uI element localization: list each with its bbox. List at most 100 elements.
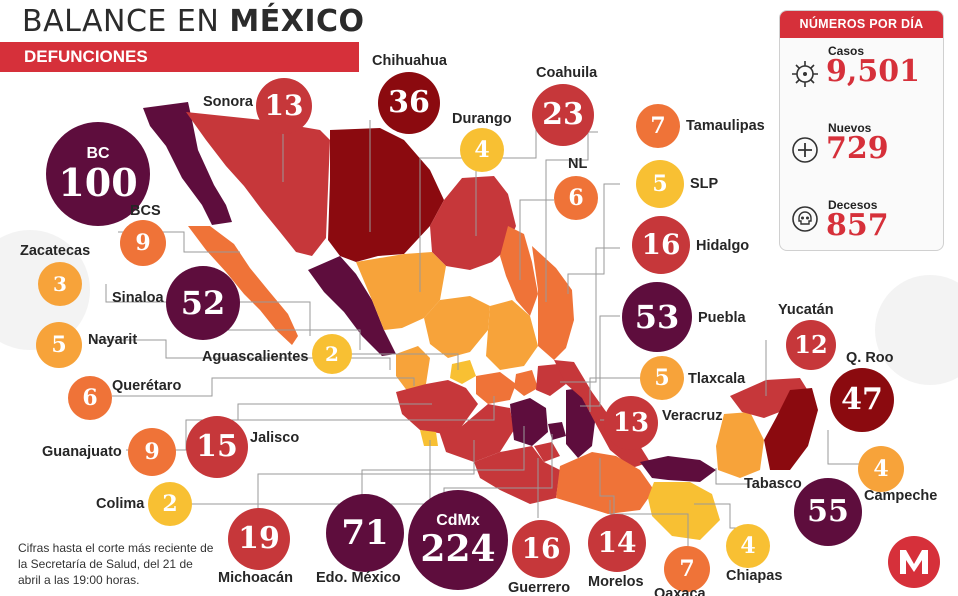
plus-circle-icon — [792, 137, 818, 163]
state-chihuahua — [328, 128, 444, 262]
state-zacatecas — [424, 296, 490, 358]
label-guerrero: Guerrero — [508, 580, 571, 596]
bubble-value: 52 — [180, 284, 226, 322]
label-coahuila: Coahuila — [536, 65, 598, 81]
bubble-value: 6 — [568, 185, 584, 211]
label-slp: SLP — [690, 176, 719, 192]
state-tabasco — [640, 456, 716, 482]
state-michoacan — [438, 404, 514, 462]
label-campeche: Campeche — [864, 488, 938, 504]
label-jalisco: Jalisco — [250, 430, 300, 446]
stat-label-casos: Casos — [828, 44, 865, 58]
stat-label-nuevos: Nuevos — [828, 121, 872, 135]
state-sonora — [186, 112, 330, 256]
state-slp — [486, 300, 538, 370]
state-cdmx — [548, 422, 566, 440]
label-bcs: BCS — [130, 203, 161, 219]
page-title: BALANCE EN MÉXICO — [22, 4, 365, 39]
bubble-nl: 6 — [554, 176, 598, 220]
bubble-tlaxcala: 5 — [640, 356, 684, 400]
subtitle-bar: DEFUNCIONES — [0, 42, 359, 72]
bubble-yucatan: 12 — [786, 320, 836, 370]
bubble-value: 4 — [740, 533, 756, 559]
milenio-logo — [888, 536, 940, 588]
bubble-chihuahua: 36 — [378, 72, 440, 134]
bubble-tamaulipas: 7 — [636, 104, 680, 148]
bubble-colima: 2 — [148, 482, 192, 526]
bubble-value: 15 — [196, 429, 238, 464]
bubble-qroo: 47 — [830, 368, 894, 432]
state-nl — [500, 226, 538, 316]
state-bc — [143, 102, 232, 225]
state-aguascalientes — [450, 360, 476, 384]
label-oaxaca: Oaxaca — [654, 586, 706, 596]
bubble-aguascalientes: 2 — [312, 334, 352, 374]
state-qroo — [764, 388, 818, 470]
bubble-puebla: 53 — [622, 282, 692, 352]
bubble-value: 9 — [135, 230, 151, 256]
label-chihuahua: Chihuahua — [372, 53, 447, 69]
stat-label-decesos: Decesos — [828, 198, 878, 212]
stat-value-decesos: 857 — [826, 208, 889, 243]
state-bcs — [188, 226, 298, 345]
bubble-jalisco: 15 — [186, 416, 248, 478]
bubble-guerrero: 16 — [512, 520, 570, 578]
bubble-value: 100 — [58, 160, 138, 205]
label-hidalgo: Hidalgo — [696, 238, 750, 254]
label-tlaxcala: Tlaxcala — [688, 371, 746, 387]
label-qroo: Q. Roo — [846, 350, 894, 366]
bubble-value: 53 — [634, 298, 680, 336]
bubble-slp: 5 — [636, 160, 684, 208]
label-queretaro: Querétaro — [112, 378, 182, 394]
bubble-sinaloa: 52 — [166, 266, 240, 340]
bubble-value: 6 — [82, 385, 98, 411]
bubble-value: 71 — [341, 513, 389, 553]
bubble-value: 12 — [794, 330, 828, 359]
bubble-durango: 4 — [460, 128, 504, 172]
bubble-value: 4 — [873, 456, 889, 482]
bubble-value: 19 — [238, 521, 280, 556]
label-colima: Colima — [96, 496, 145, 512]
stat-value-nuevos: 729 — [826, 131, 889, 166]
bubble-value: 7 — [679, 556, 695, 582]
bubble-michoacan: 19 — [228, 508, 290, 570]
logo-m-icon — [900, 550, 928, 574]
label-tabasco: Tabasco — [744, 476, 802, 492]
state-hidalgo — [536, 364, 566, 396]
bubble-edomex: 71 — [326, 494, 404, 572]
skull-icon — [792, 206, 818, 232]
label-tamaulipas: Tamaulipas — [686, 118, 765, 134]
stat-value-casos: 9,501 — [826, 54, 920, 89]
bubble-value: 224 — [420, 528, 496, 570]
label-veracruz: Veracruz — [662, 408, 723, 424]
bubble-morelos: 14 — [588, 514, 646, 572]
bubble-value: 2 — [162, 491, 178, 517]
bubble-cdmx: CdMx 224 — [408, 490, 508, 590]
bubble-value: 14 — [597, 526, 637, 559]
bubble-oaxaca: 7 — [664, 546, 710, 592]
bubble-bc: BC 100 — [46, 122, 150, 226]
state-guanajuato — [476, 372, 516, 404]
label-morelos: Morelos — [588, 574, 644, 590]
bubble-nayarit: 5 — [36, 322, 82, 368]
label-guanajuato: Guanajuato — [42, 444, 122, 460]
bubble-value: 4 — [474, 137, 490, 163]
state-morelos — [534, 442, 560, 462]
virus-icon — [792, 61, 818, 87]
title-bold: MÉXICO — [229, 4, 365, 39]
label-durango: Durango — [452, 111, 512, 127]
panel-title: NÚMEROS POR DÍA — [780, 11, 943, 38]
label-aguascalientes: Aguascalientes — [202, 349, 309, 365]
state-nayarit — [396, 346, 430, 392]
bubble-value: 13 — [612, 408, 650, 438]
source-note: Cifras hasta el corte más reciente de la… — [18, 541, 214, 587]
label-puebla: Puebla — [698, 310, 746, 326]
title-light: BALANCE EN — [22, 4, 230, 39]
state-queretaro — [514, 370, 538, 396]
bubble-value: 5 — [51, 332, 67, 358]
bubble-veracruz: 13 — [604, 396, 658, 450]
bubble-value: 5 — [654, 365, 670, 391]
bubble-zacatecas: 3 — [38, 262, 82, 306]
bubble-sonora: 13 — [256, 78, 312, 134]
